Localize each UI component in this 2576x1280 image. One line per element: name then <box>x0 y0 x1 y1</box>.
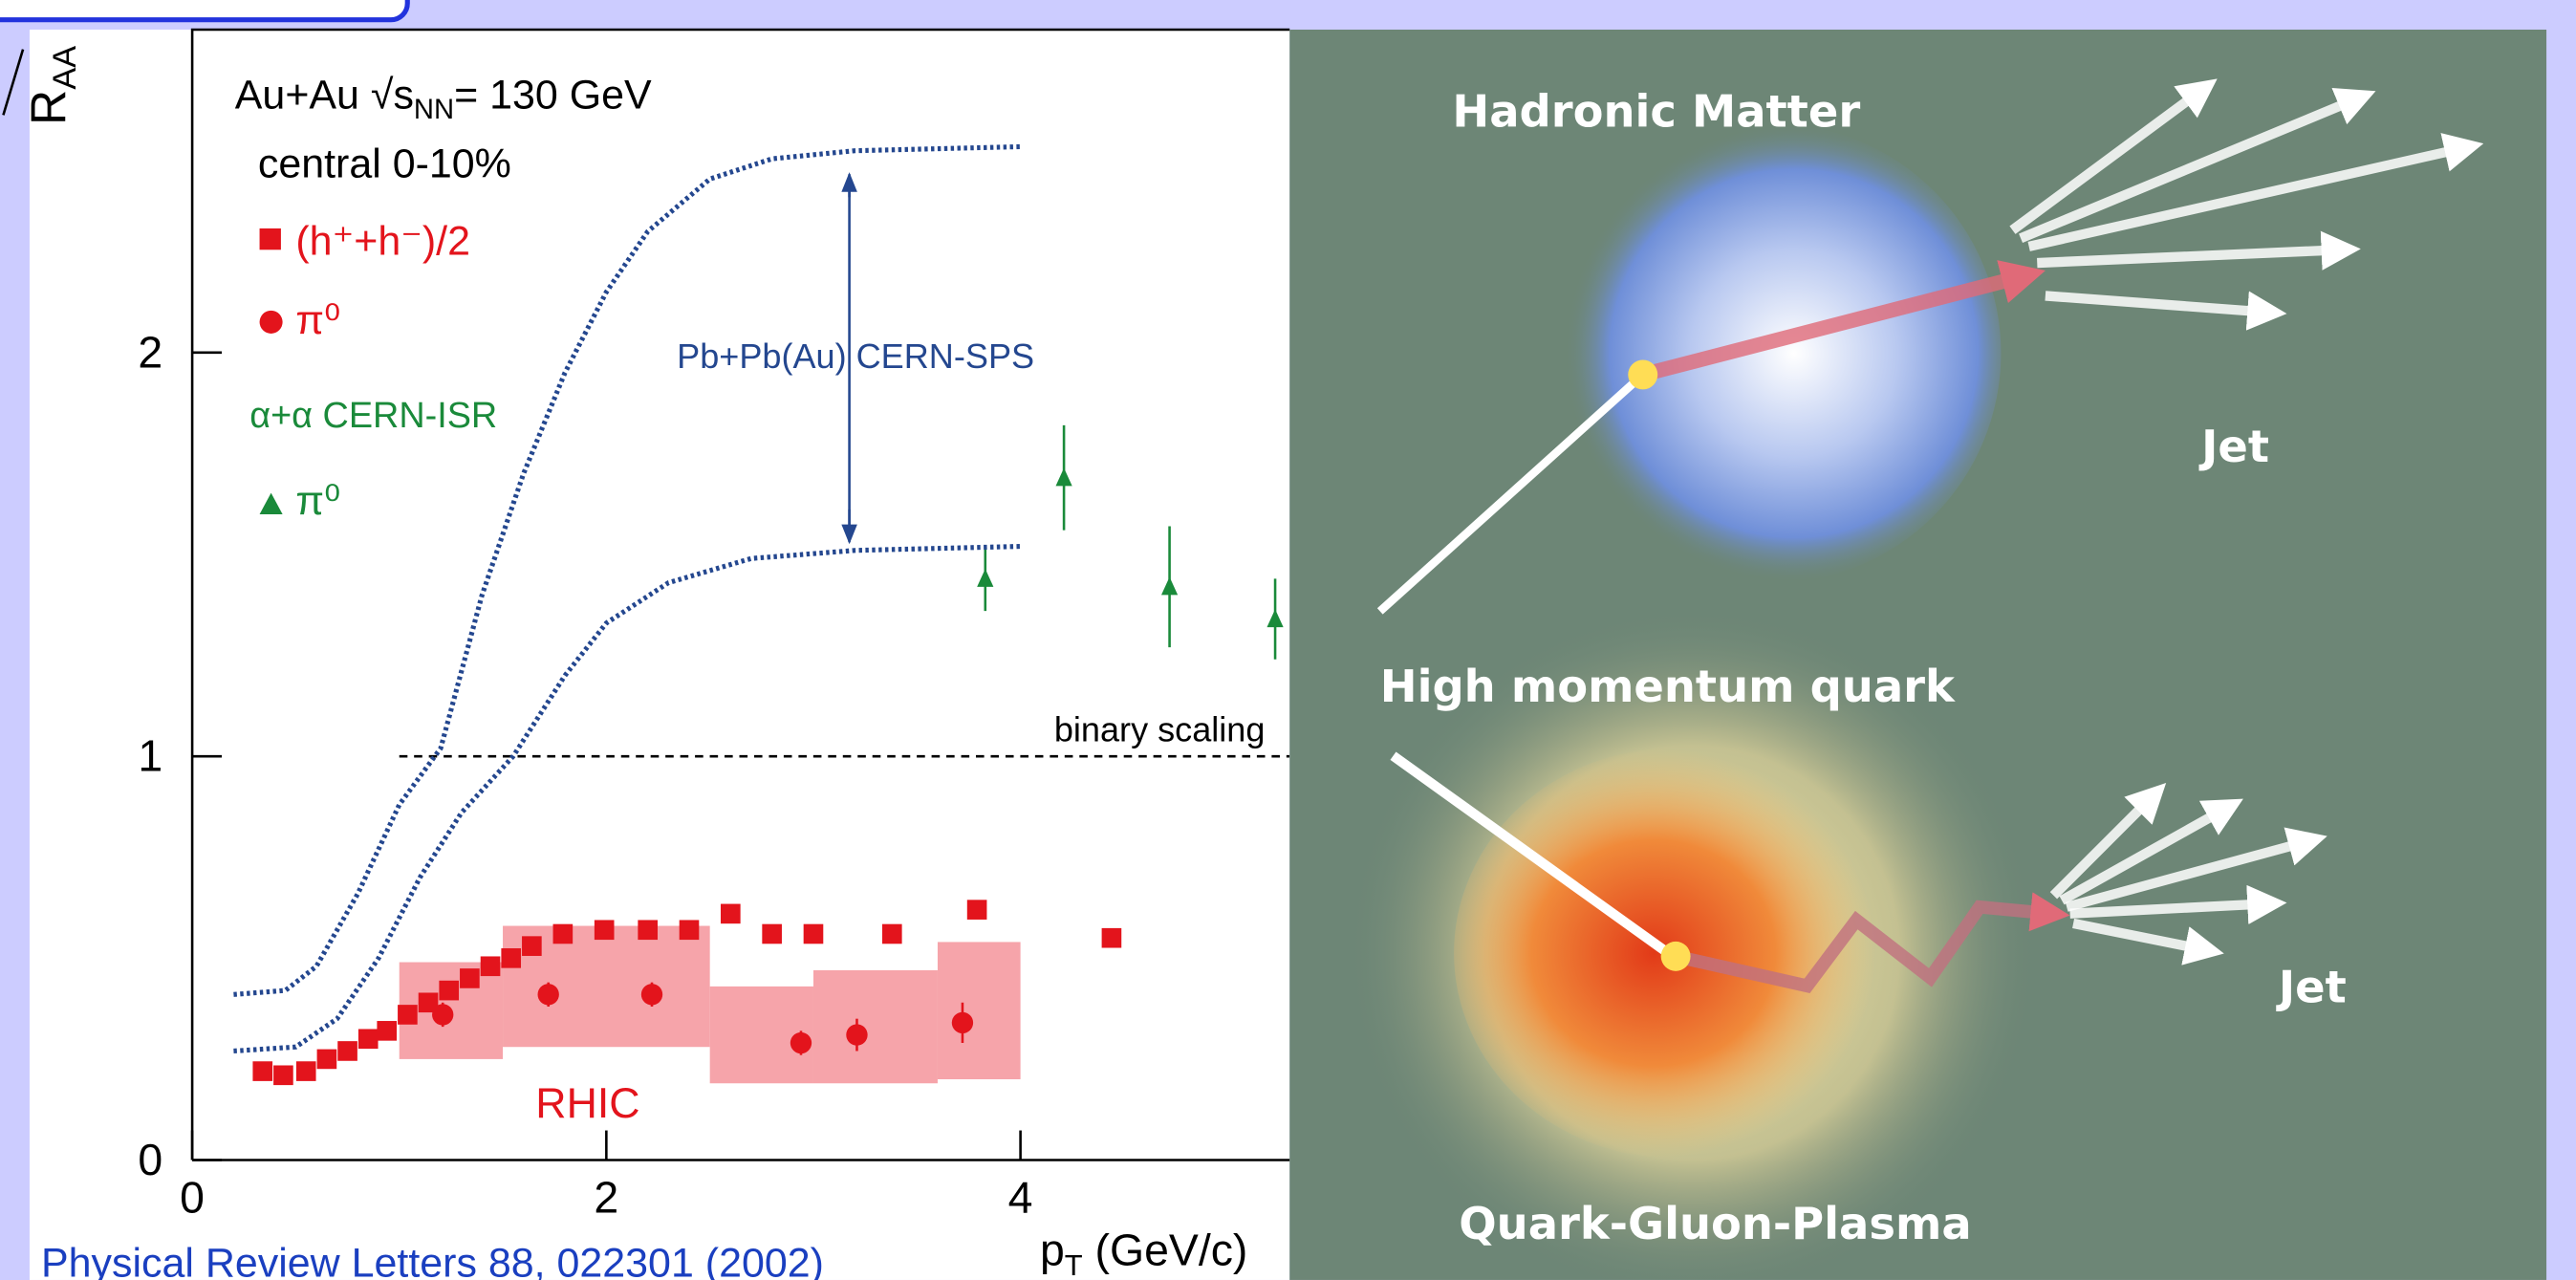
data-point <box>398 1005 418 1025</box>
systematic-band <box>813 970 938 1083</box>
band-label: RHIC <box>535 1080 639 1127</box>
reference-label: binary scaling <box>1054 710 1266 749</box>
data-point <box>790 1032 812 1053</box>
diagram-label: Jet <box>2276 961 2347 1012</box>
x-label-sub: T <box>1065 1248 1083 1280</box>
data-point <box>522 936 542 956</box>
x-tick-label: 2 <box>594 1172 618 1222</box>
header-b: = 130 GeV <box>454 72 652 118</box>
hadronic-sphere <box>1541 123 2001 583</box>
sps-label: Pb+Pb(Au) CERN-SPS <box>677 336 1034 376</box>
legend-label: (h⁺+h⁻)/2 <box>295 218 470 264</box>
header-a: Au+Au √s <box>235 72 414 118</box>
data-point <box>595 920 615 940</box>
data-point <box>804 924 824 944</box>
header-sub: NN <box>414 95 454 125</box>
data-point <box>501 948 521 968</box>
isr-label: α+α CERN-ISR <box>249 396 497 436</box>
data-point <box>296 1061 316 1081</box>
x-label-unit: (GeV/c) <box>1083 1225 1248 1274</box>
diagram: Hadronic Matter Jet High momentum quark … <box>1289 30 2546 1280</box>
data-point <box>680 920 700 940</box>
data-point <box>846 1024 867 1045</box>
data-point <box>638 920 658 940</box>
legend-label: π⁰ <box>295 297 340 343</box>
data-point <box>317 1050 337 1070</box>
data-point <box>273 1065 293 1085</box>
diagram-label: Jet <box>2198 421 2269 472</box>
data-point <box>952 1012 973 1033</box>
y-tick-label: 1 <box>138 731 162 781</box>
data-point <box>481 956 501 976</box>
data-point <box>882 924 902 944</box>
data-point <box>377 1021 397 1041</box>
data-point <box>538 984 559 1005</box>
data-point <box>762 924 782 944</box>
data-point <box>460 968 480 988</box>
y-label-sub: AA <box>47 46 83 90</box>
title-tab <box>0 0 407 20</box>
data-point <box>641 984 662 1005</box>
data-point <box>553 924 574 944</box>
quark <box>1628 359 1657 389</box>
x-label-main: p <box>1040 1225 1065 1274</box>
diagram-label: Hadronic Matter <box>1452 85 1860 137</box>
data-point <box>358 1029 379 1049</box>
data-point <box>1102 928 1122 948</box>
diagram-label: High momentum quark <box>1380 661 1956 712</box>
data-point <box>439 981 459 1001</box>
centrality: central 0-10% <box>258 141 511 187</box>
data-point <box>432 1004 453 1025</box>
slide: RAA pT (GeV/c) Au+Au √sNN= 130 GeV centr… <box>0 0 2576 1280</box>
x-tick-label: 4 <box>1008 1172 1033 1222</box>
citation: Physical Review Letters 88, 022301 (2002… <box>41 1241 824 1280</box>
data-point <box>721 904 741 924</box>
quark <box>1661 942 1691 971</box>
legend-square <box>260 228 281 249</box>
data-point <box>337 1041 357 1061</box>
data-point <box>967 900 987 920</box>
y-label-main: R <box>21 90 76 125</box>
diagram-label: Quark-Gluon-Plasma <box>1459 1198 1971 1249</box>
legend-label: π⁰ <box>295 478 340 524</box>
data-point <box>252 1061 272 1081</box>
x-tick-label: 0 <box>180 1172 205 1222</box>
systematic-band <box>938 942 1021 1079</box>
legend-circle <box>260 311 283 334</box>
page: RAA pT (GeV/c) Au+Au √sNN= 130 GeV centr… <box>0 0 2576 1280</box>
y-tick-label: 0 <box>138 1135 162 1184</box>
y-tick-label: 2 <box>138 327 162 377</box>
chart-panel <box>30 30 1289 1280</box>
